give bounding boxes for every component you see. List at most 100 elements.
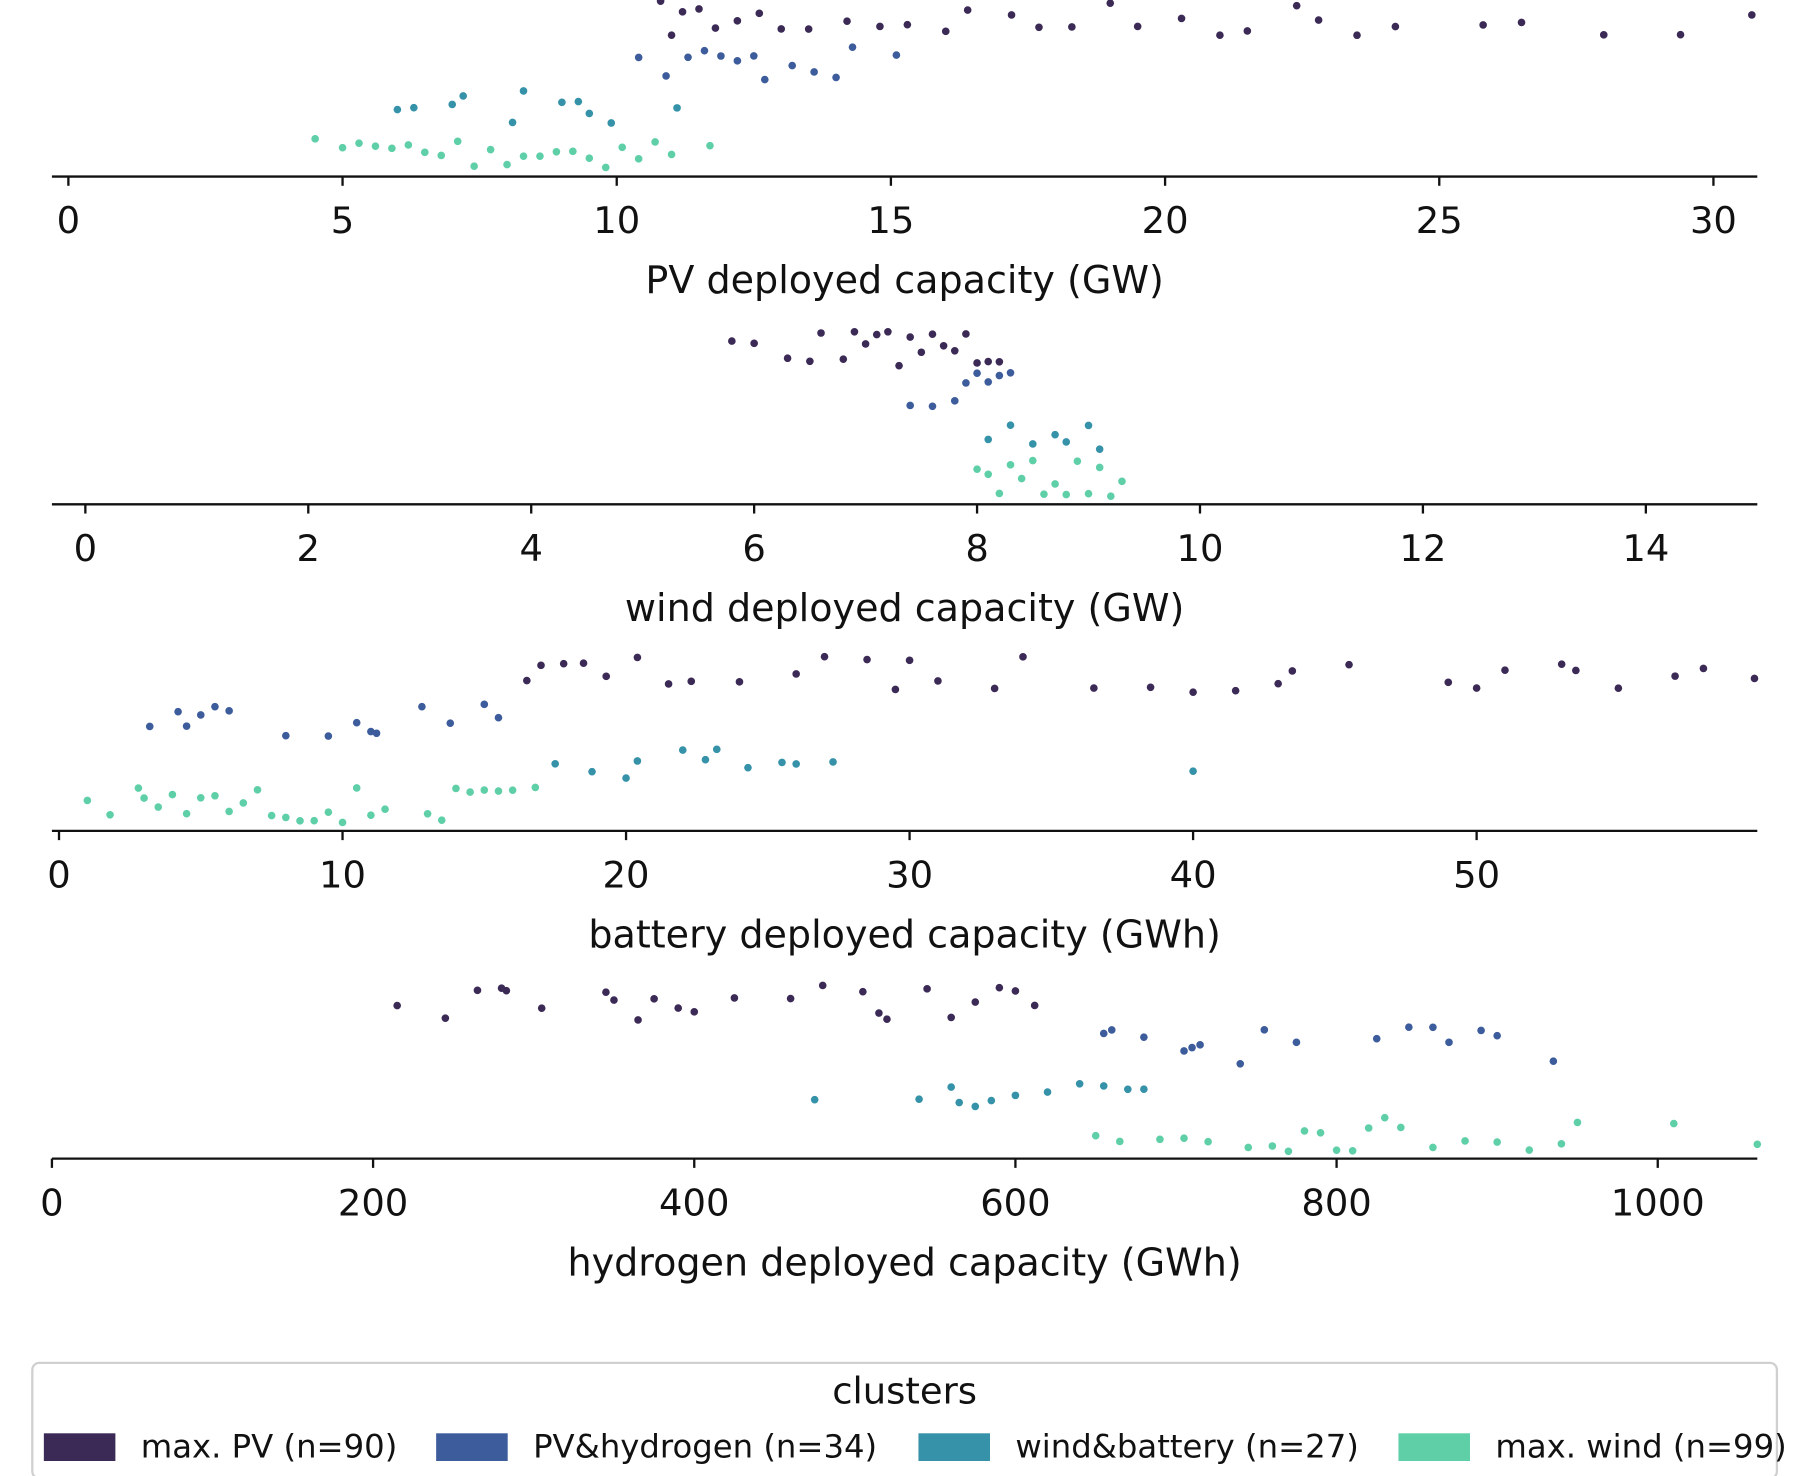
point <box>410 103 418 112</box>
point <box>502 986 511 995</box>
point <box>1288 667 1297 675</box>
point <box>859 987 867 996</box>
point <box>622 774 630 782</box>
point <box>338 818 347 827</box>
point <box>634 155 643 163</box>
point <box>1006 461 1015 469</box>
point <box>829 758 837 766</box>
point <box>633 757 642 765</box>
point <box>1073 457 1082 466</box>
legend-label: max. PV (n=90) <box>141 1427 398 1465</box>
point <box>1028 440 1037 448</box>
point <box>393 1001 401 1010</box>
point <box>338 143 347 152</box>
point <box>311 135 319 143</box>
point <box>1260 1026 1269 1034</box>
point <box>452 784 460 793</box>
point <box>848 43 857 51</box>
point <box>225 707 233 715</box>
point <box>906 401 914 410</box>
legend-swatch <box>436 1433 508 1461</box>
point <box>569 147 577 156</box>
point <box>1243 27 1252 35</box>
point <box>861 340 870 348</box>
point <box>664 680 673 688</box>
point <box>503 160 511 169</box>
x-tick-label: 20 <box>1142 199 1189 242</box>
point <box>552 147 561 156</box>
point <box>352 718 361 727</box>
point <box>735 678 744 686</box>
point <box>519 152 528 160</box>
point <box>656 0 665 5</box>
point <box>817 329 825 337</box>
point <box>674 1004 683 1012</box>
point <box>1748 11 1756 19</box>
point <box>1040 490 1048 498</box>
point <box>928 402 937 411</box>
point <box>1189 688 1197 696</box>
point <box>196 711 205 719</box>
point <box>973 359 981 367</box>
x-tick-label: 10 <box>319 854 366 897</box>
point <box>551 759 559 768</box>
point <box>1030 1001 1039 1010</box>
point <box>253 786 262 794</box>
point <box>984 435 993 444</box>
point <box>1068 23 1076 31</box>
point <box>1177 14 1186 23</box>
x-tick-label: 800 <box>1301 1181 1371 1224</box>
point <box>941 27 950 36</box>
point <box>973 465 981 473</box>
point <box>1444 678 1453 687</box>
point <box>700 46 709 55</box>
x-tick-label: 8 <box>965 527 988 570</box>
point <box>717 52 725 60</box>
point <box>1043 1088 1052 1096</box>
point <box>324 808 333 816</box>
point <box>1429 1023 1437 1032</box>
point <box>1557 660 1566 668</box>
x-tick-label: 4 <box>519 527 542 570</box>
point <box>508 786 517 794</box>
point <box>1274 679 1282 688</box>
point <box>296 817 304 825</box>
point <box>839 355 848 363</box>
point <box>971 998 980 1006</box>
point <box>282 731 290 740</box>
x-tick-label: 12 <box>1399 527 1446 570</box>
point <box>905 656 914 665</box>
point <box>939 341 948 350</box>
point <box>536 152 544 160</box>
point <box>984 470 993 479</box>
legend-swatch <box>43 1433 116 1461</box>
point <box>820 652 829 661</box>
point <box>267 811 276 820</box>
legend-label: wind&battery (n=27) <box>1015 1427 1359 1465</box>
point <box>466 788 474 796</box>
x-tick-label: 25 <box>1416 199 1463 242</box>
point <box>995 983 1004 992</box>
x-tick-label: 0 <box>40 1181 63 1224</box>
point <box>519 87 528 95</box>
point <box>1669 1119 1678 1128</box>
point <box>1146 683 1155 692</box>
point <box>585 154 594 162</box>
point <box>750 339 758 348</box>
point <box>984 378 993 386</box>
x-axis-label: hydrogen deployed capacity (GWh) <box>568 1240 1242 1284</box>
x-tick-label: 0 <box>47 854 70 897</box>
point <box>473 986 482 995</box>
point <box>804 25 813 33</box>
point <box>480 786 489 794</box>
point <box>537 661 545 670</box>
point <box>712 745 721 754</box>
point <box>282 813 290 822</box>
x-tick-label: 6 <box>742 527 765 570</box>
x-tick-label: 30 <box>886 854 933 897</box>
point <box>1118 477 1126 486</box>
point <box>1300 1127 1309 1135</box>
point <box>1391 22 1400 31</box>
point <box>459 92 467 100</box>
point <box>352 784 361 792</box>
